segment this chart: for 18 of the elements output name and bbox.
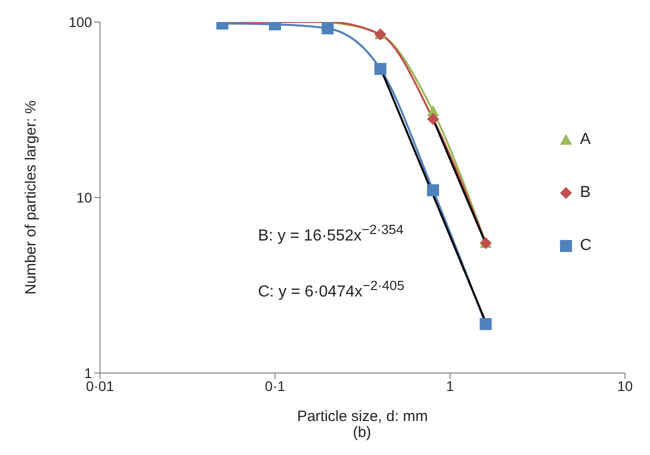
y-axis-title: Number of particles larger: %	[22, 100, 40, 295]
legend-label: C	[580, 236, 592, 254]
point	[480, 318, 492, 330]
x-tick-label: 1	[446, 378, 454, 394]
x-axis-title: Particle size, d: mm	[297, 408, 428, 425]
x-tick-label: 10	[617, 378, 633, 394]
y-tick-label: 10	[76, 189, 92, 206]
point	[427, 113, 440, 126]
legend-label: B	[580, 184, 591, 202]
point	[374, 62, 386, 75]
x-tick-label: 0·1	[264, 378, 286, 394]
point	[427, 184, 440, 196]
legend-label: A	[580, 130, 591, 148]
text: (b)	[352, 424, 372, 441]
y-tick-label: 100	[68, 14, 92, 30]
annotation: C: y = 6·0474x$^{−2·405}$	[258, 278, 404, 302]
annotation: B: y = 16·552x$^{−2·354}$	[258, 222, 404, 246]
point	[322, 22, 334, 34]
